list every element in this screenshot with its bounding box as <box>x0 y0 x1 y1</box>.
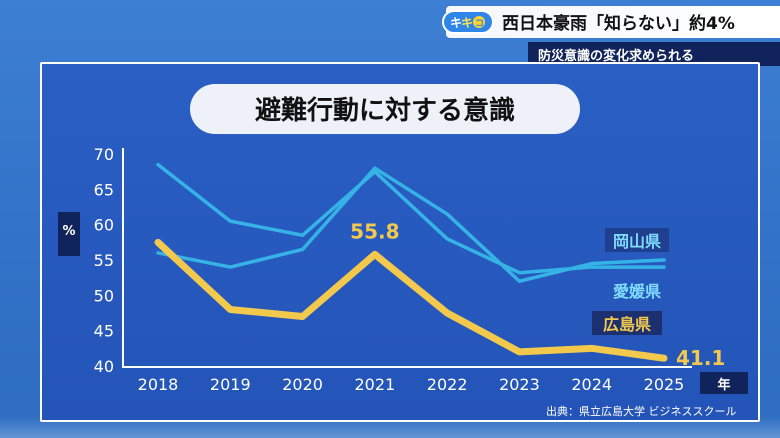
series-label-2: 広島県 <box>603 315 651 334</box>
logo-char-1: キ <box>449 15 462 30</box>
x-tick-label: 2019 <box>210 375 251 394</box>
caption-bar: キキコ 西日本豪雨「知らない」約4% 防災意識の変化求められる <box>0 0 780 70</box>
data-point-1-7 <box>662 258 666 262</box>
data-label-1: 41.1 <box>676 346 725 370</box>
y-tick-label: 70 <box>94 145 114 164</box>
series-label-bg-2 <box>592 311 662 335</box>
data-point-1-1 <box>228 265 232 269</box>
data-point-2-5 <box>516 348 523 355</box>
x-tick-label: 2022 <box>427 375 468 394</box>
data-point-1-5 <box>517 279 521 283</box>
data-point-0-6 <box>590 265 594 269</box>
data-point-1-3 <box>373 166 377 170</box>
chart-title-pill <box>190 84 580 134</box>
logo-char-2: キ <box>461 15 473 30</box>
data-point-0-7 <box>662 265 666 269</box>
y-tick-label: 40 <box>94 357 114 376</box>
series-line-2 <box>154 238 668 362</box>
y-tick-label: 50 <box>94 286 114 305</box>
data-point-0-4 <box>445 237 449 241</box>
series-label-0: 岡山県 <box>613 232 661 251</box>
x-unit-label: 年 <box>717 378 731 393</box>
subhead: 防災意識の変化求められる <box>538 49 695 64</box>
data-point-2-3 <box>371 251 378 258</box>
y-unit-label: % <box>62 224 76 239</box>
x-tick-label: 2018 <box>138 375 179 394</box>
y-tick-label: 65 <box>94 180 114 199</box>
chart-title: 避難行動に対する意識 <box>254 96 515 126</box>
data-point-2-0 <box>155 239 161 246</box>
data-point-1-6 <box>590 262 594 266</box>
data-point-1-4 <box>445 212 449 216</box>
data-point-0-5 <box>517 271 521 275</box>
source-credit: 出典：県立広島大学 ビジネススクール <box>546 405 737 418</box>
program-logo: キキコ <box>442 10 494 34</box>
data-point-0-0 <box>156 163 160 167</box>
series-label-1: 愛媛県 <box>613 282 661 301</box>
y-tick-label: 60 <box>94 216 114 235</box>
series-label-bg-0 <box>605 228 669 252</box>
data-point-2-7 <box>661 355 667 362</box>
data-point-1-0 <box>156 251 160 255</box>
data-point-1-2 <box>301 247 305 251</box>
y-unit-box <box>58 212 80 256</box>
data-label-0: 55.8 <box>350 219 399 243</box>
data-point-0-1 <box>228 219 232 223</box>
y-tick-label: 55 <box>94 251 114 270</box>
y-tick-label: 45 <box>94 322 114 341</box>
series-line-1 <box>156 166 666 283</box>
data-point-2-1 <box>227 306 234 313</box>
x-tick-label: 2021 <box>354 375 395 394</box>
data-point-2-6 <box>588 345 595 352</box>
x-tick-label: 2025 <box>644 375 685 394</box>
headline-strip <box>446 6 780 38</box>
headline: 西日本豪雨「知らない」約4% <box>502 14 735 34</box>
logo-char-3: コ <box>473 16 486 29</box>
data-point-2-2 <box>299 313 306 320</box>
series-line-0 <box>156 162 666 275</box>
x-unit-box <box>700 372 748 394</box>
x-tick-label: 2023 <box>499 375 540 394</box>
x-tick-label: 2024 <box>571 375 612 394</box>
data-point-0-2 <box>301 233 305 237</box>
data-point-2-4 <box>444 310 451 316</box>
x-tick-label: 2020 <box>282 375 323 394</box>
